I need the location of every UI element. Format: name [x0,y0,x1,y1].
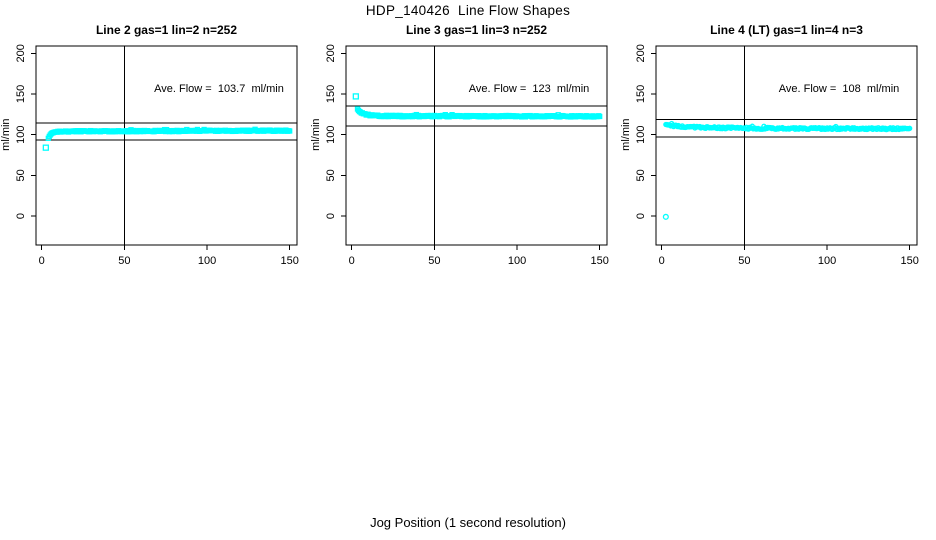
svg-text:ml/min: ml/min [620,118,632,150]
svg-text:150: 150 [901,255,919,267]
panel-title: Line 3 gas=1 lin=3 n=252 [405,23,548,37]
svg-text:0: 0 [39,255,45,267]
chart-title: HDP_140426 Line Flow Shapes [365,3,571,18]
svg-text:100: 100 [198,255,216,267]
svg-text:150: 150 [591,255,609,267]
svg-text:ml/min: ml/min [0,118,12,150]
flow-panel-line4: Line 4 (LT) gas=1 lin=4 n=3 0 50 100 150 0 50… [620,20,930,280]
flow-panel-line2: Line 2 gas=1 lin=2 n=252 0 50 100 150 0 50 100… [0,20,310,280]
svg-text:150: 150 [635,85,647,103]
svg-text:50: 50 [635,169,647,181]
flow-panel-line3: Line 3 gas=1 lin=3 n=252 0 50 100 150 0 50 100… [310,20,620,280]
x-axis-title: Jog Position (1 second resolution) [370,515,566,530]
svg-text:50: 50 [428,255,440,267]
svg-text:0: 0 [635,213,647,219]
svg-text:50: 50 [118,255,130,267]
svg-text:200: 200 [635,44,647,62]
svg-text:100: 100 [818,255,836,267]
ave-flow-annotation: Ave. Flow = 123 ml/min [468,83,590,95]
svg-text:100: 100 [508,255,526,267]
svg-text:50: 50 [15,169,27,181]
svg-text:100: 100 [635,125,647,143]
scatter-plot: 0 50 100 150 0 50 100 150 200 ml/min [620,44,919,267]
svg-text:150: 150 [15,85,27,103]
ave-flow-annotation: Ave. Flow = 103.7 ml/min [154,83,284,95]
svg-text:0: 0 [15,213,27,219]
scatter-plot: 0 50 100 150 0 50 100 150 200 ml/min [310,44,609,267]
svg-text:0: 0 [325,213,337,219]
panel-title: Line 2 gas=1 lin=2 n=252 [95,23,238,37]
svg-text:50: 50 [325,169,337,181]
svg-text:150: 150 [281,255,299,267]
svg-text:50: 50 [738,255,750,267]
svg-text:200: 200 [15,44,27,62]
panel-title: Line 4 (LT) gas=1 lin=4 n=3 [710,23,863,37]
svg-text:150: 150 [325,85,337,103]
svg-text:0: 0 [349,255,355,267]
svg-text:100: 100 [325,125,337,143]
svg-text:100: 100 [15,125,27,143]
ave-flow-annotation: Ave. Flow = 108 ml/min [778,83,900,95]
svg-text:ml/min: ml/min [310,118,322,150]
svg-text:0: 0 [659,255,665,267]
scatter-plot: 0 50 100 150 0 50 100 150 200 ml/min [0,44,299,267]
svg-text:200: 200 [325,44,337,62]
